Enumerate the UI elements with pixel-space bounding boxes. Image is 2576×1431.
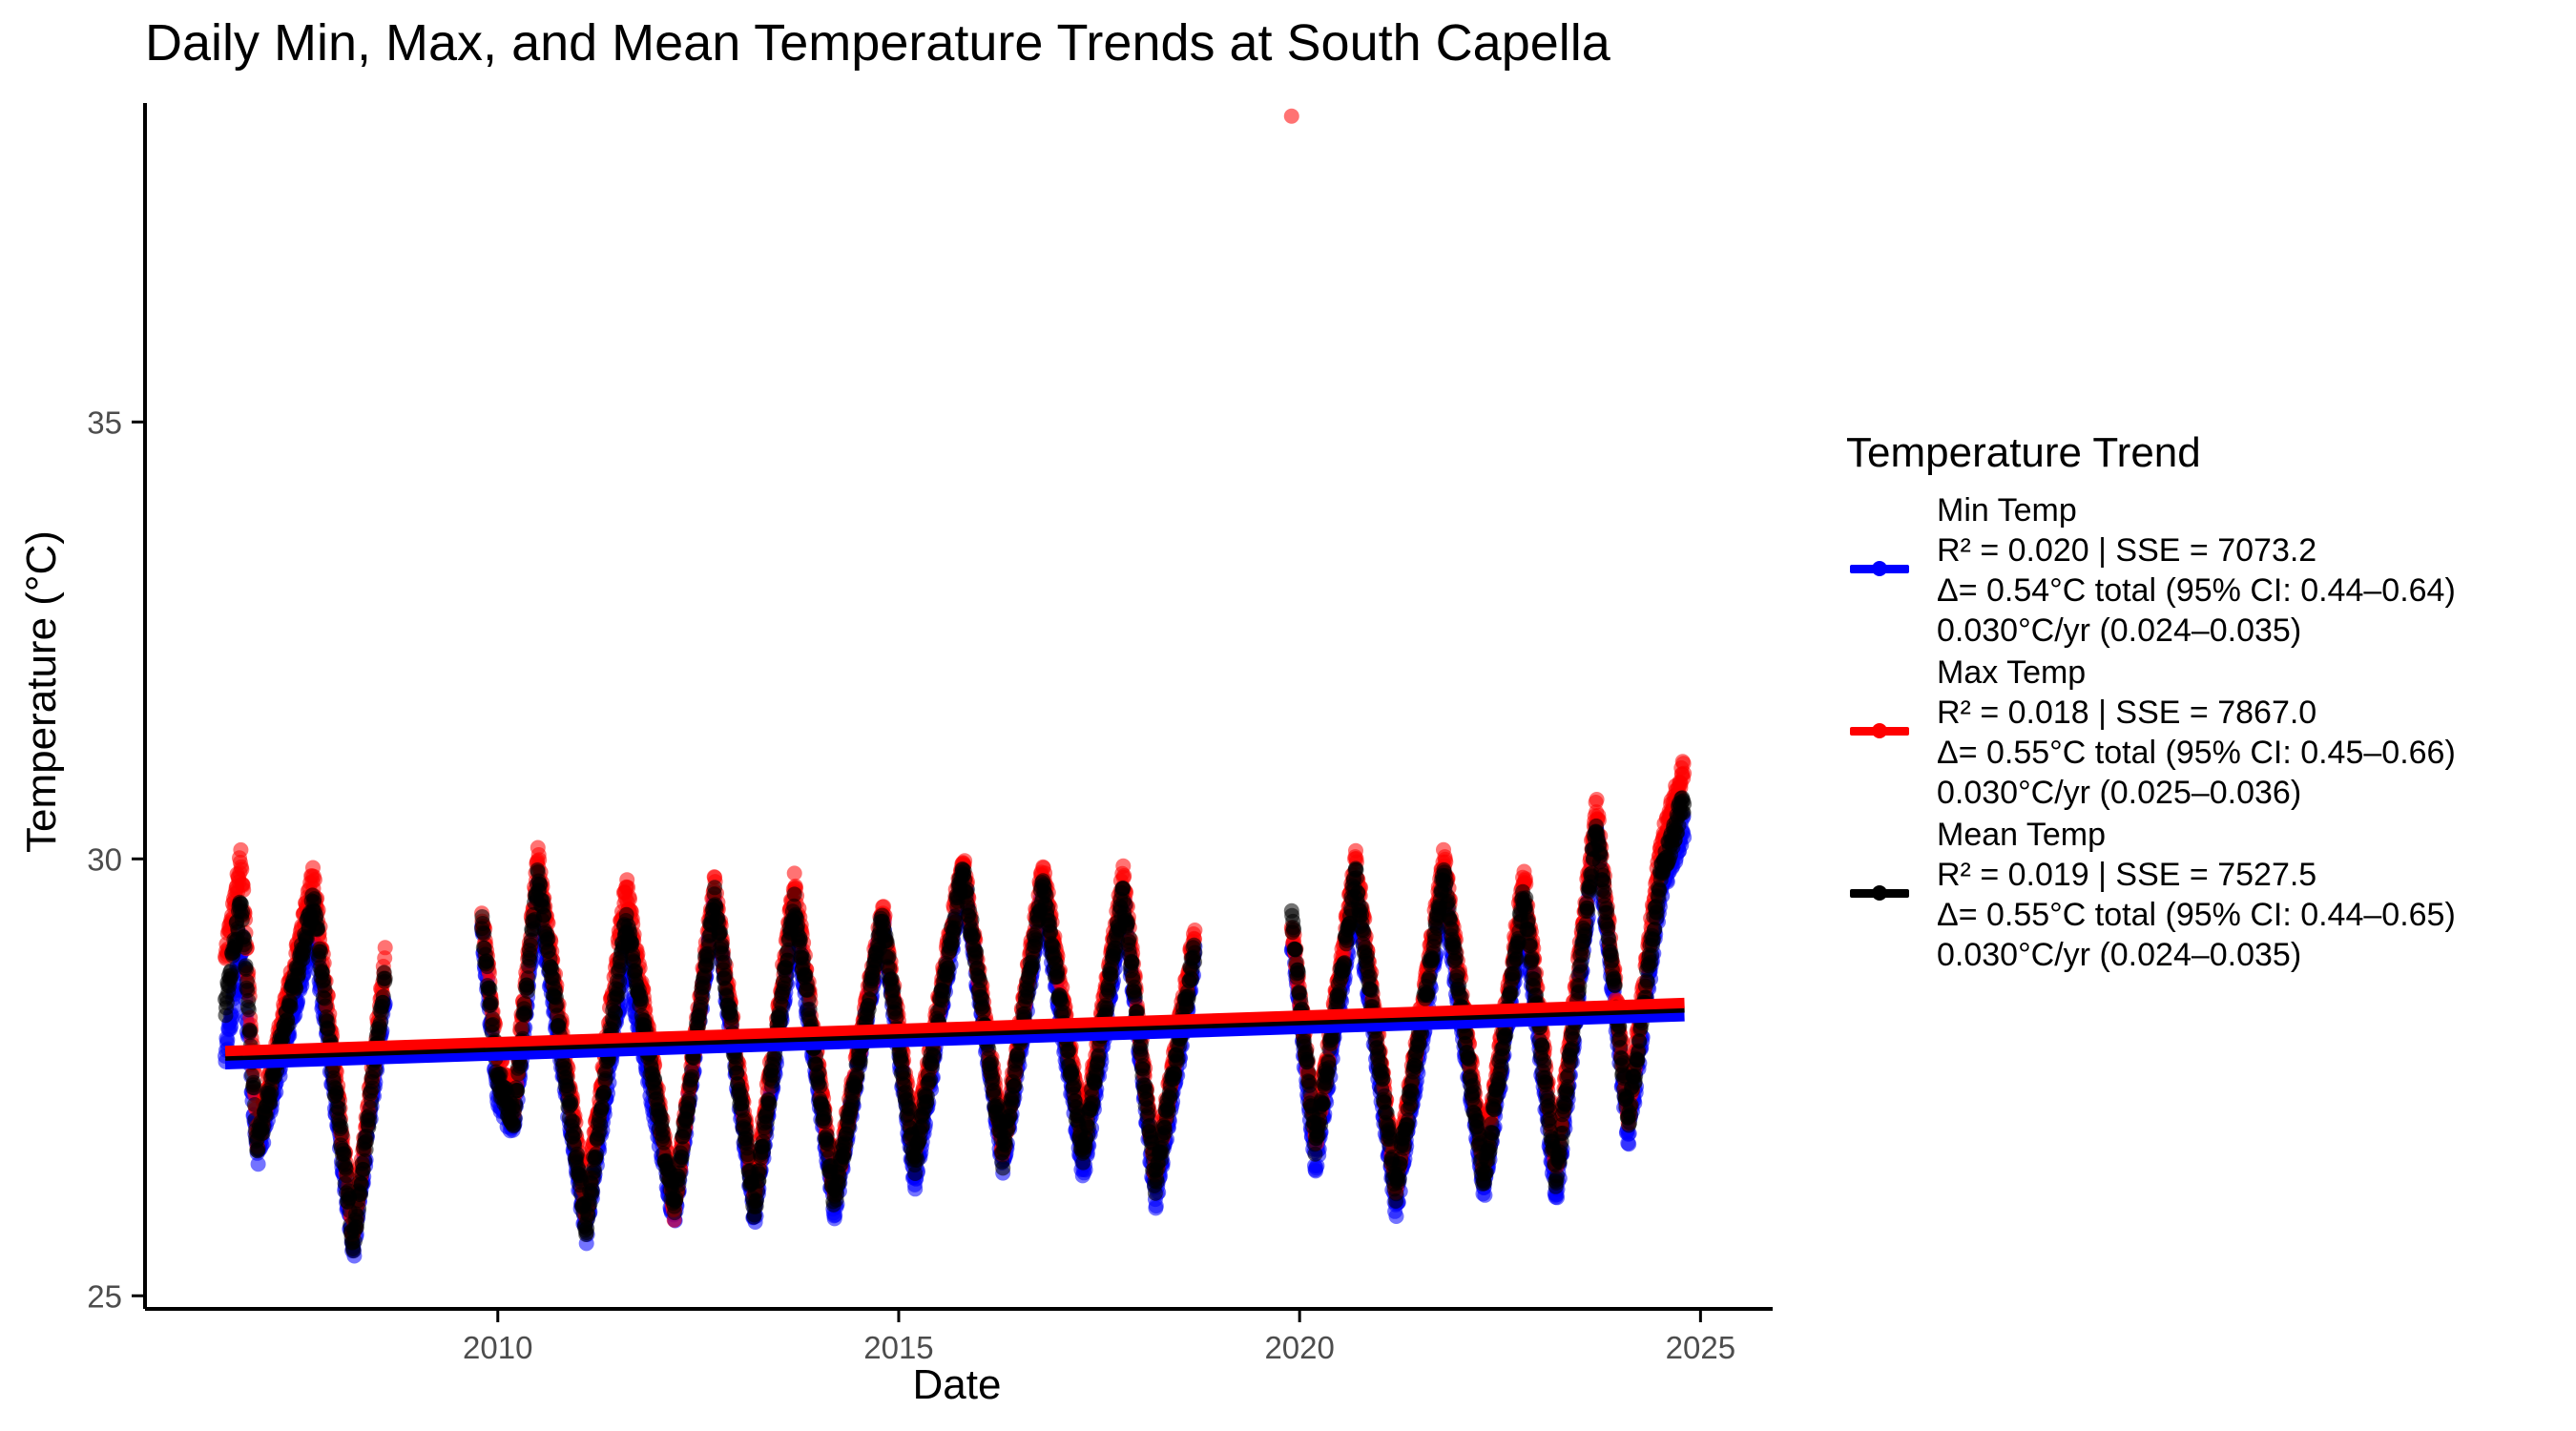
data-point (250, 1156, 266, 1172)
data-point (306, 872, 322, 888)
data-point (1388, 1209, 1404, 1224)
data-point (377, 940, 393, 956)
data-point (622, 891, 637, 907)
data-point (1116, 868, 1132, 883)
data-point (786, 865, 802, 881)
data-points (218, 108, 1693, 1264)
data-point (236, 881, 252, 898)
data-point (233, 841, 249, 858)
data-point (1477, 1187, 1493, 1203)
data-point (234, 861, 250, 878)
data-point (1187, 923, 1203, 938)
data-point (1148, 1198, 1164, 1213)
chart-title: Daily Min, Max, and Mean Temperature Tre… (145, 14, 1610, 72)
